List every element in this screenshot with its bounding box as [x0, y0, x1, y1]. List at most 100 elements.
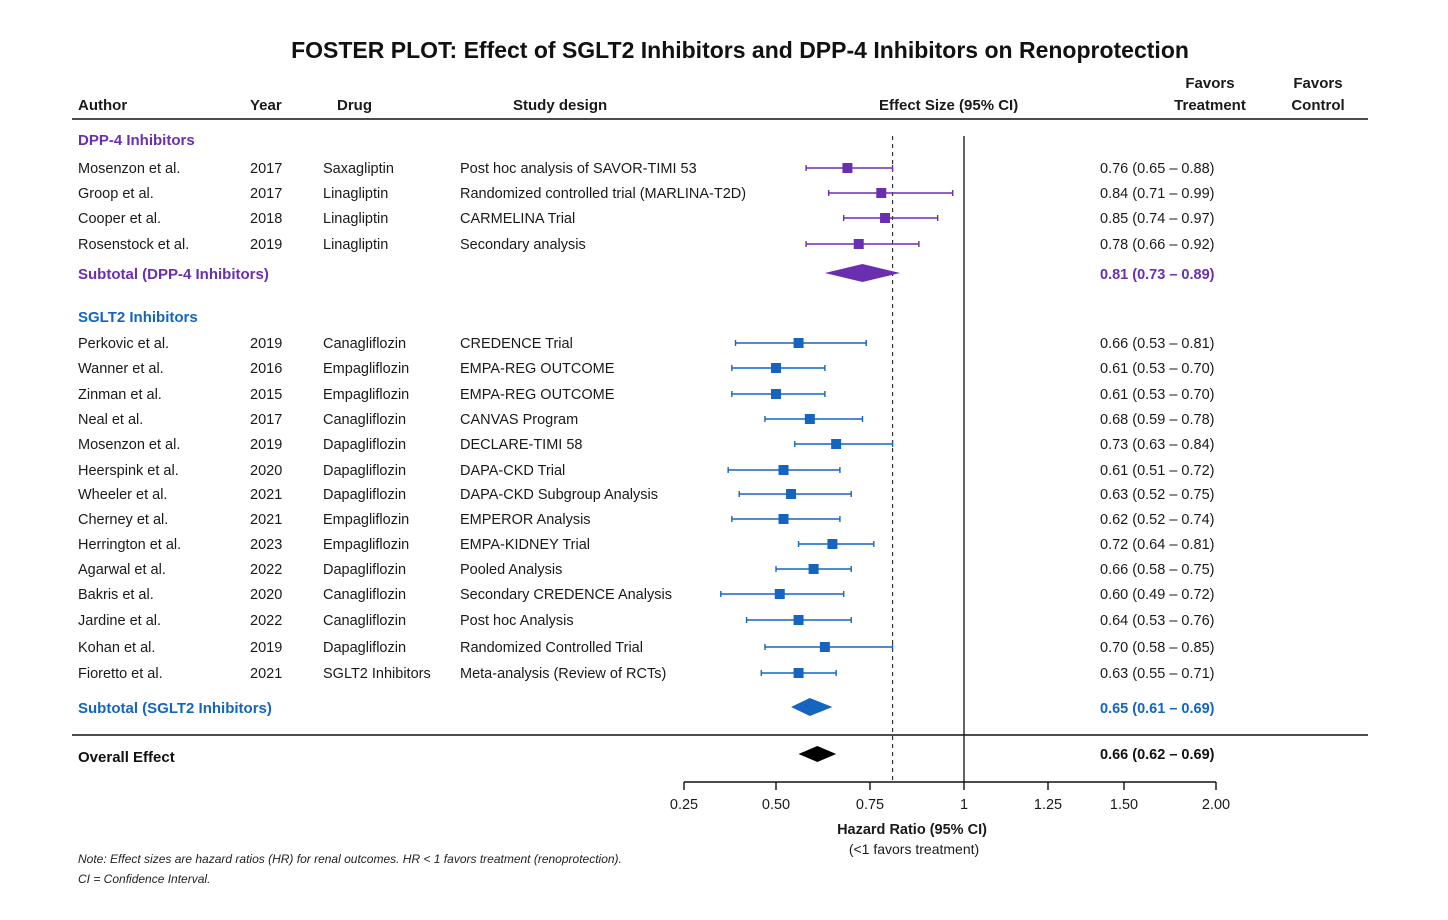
study-design: CANVAS Program: [460, 412, 578, 428]
study-author: Kohan et al.: [78, 640, 155, 656]
study-author: Neal et al.: [78, 412, 143, 428]
header-favors-treatment-2: Treatment: [1174, 97, 1246, 114]
study-effect-ci: 0.66 (0.53 – 0.81): [1100, 336, 1214, 352]
study-effect-ci: 0.61 (0.53 – 0.70): [1100, 387, 1214, 403]
study-design: CREDENCE Trial: [460, 336, 573, 352]
study-year: 2022: [250, 562, 282, 578]
study-drug: Canagliflozin: [323, 613, 406, 629]
study-author: Cherney et al.: [78, 512, 168, 528]
point-estimate-square: [808, 564, 819, 574]
study-year: 2018: [250, 211, 282, 227]
point-estimate-square: [778, 465, 789, 475]
study-author: Wanner et al.: [78, 361, 164, 377]
header-year: Year: [250, 97, 282, 114]
subtotal-diamond-sglt2: [791, 698, 833, 716]
study-effect-ci: 0.63 (0.55 – 0.71): [1100, 666, 1214, 682]
point-estimate-square: [774, 589, 785, 599]
study-year: 2020: [250, 587, 282, 603]
study-effect-ci: 0.78 (0.66 – 0.92): [1100, 237, 1214, 253]
study-drug: Dapagliflozin: [323, 437, 406, 453]
study-year: 2016: [250, 361, 282, 377]
overall-diamond: [798, 746, 837, 762]
point-estimate-square: [771, 389, 781, 399]
study-effect-ci: 0.64 (0.53 – 0.76): [1100, 613, 1214, 629]
x-tick-label: 2.00: [1202, 797, 1230, 813]
header-favors-control-1: Favors: [1293, 75, 1342, 92]
study-effect-ci: 0.62 (0.52 – 0.74): [1100, 512, 1214, 528]
header-favors-treatment-1: Favors: [1185, 75, 1234, 92]
study-effect-ci: 0.63 (0.52 – 0.75): [1100, 487, 1214, 503]
study-drug: Canagliflozin: [323, 412, 406, 428]
study-year: 2020: [250, 463, 282, 479]
point-estimate-square: [793, 615, 804, 625]
study-design: DAPA-CKD Trial: [460, 463, 565, 479]
study-effect-ci: 0.73 (0.63 – 0.84): [1100, 437, 1214, 453]
study-drug: Canagliflozin: [323, 336, 406, 352]
study-drug: Linagliptin: [323, 211, 388, 227]
study-year: 2017: [250, 186, 282, 202]
x-tick-label: 0.50: [762, 797, 790, 813]
study-author: Fioretto et al.: [78, 666, 163, 682]
x-tick-label: 1.50: [1110, 797, 1138, 813]
study-year: 2021: [250, 666, 282, 682]
study-drug: Dapagliflozin: [323, 562, 406, 578]
study-drug: Linagliptin: [323, 237, 388, 253]
study-design: Post hoc analysis of SAVOR-TIMI 53: [460, 161, 697, 177]
study-drug: Saxagliptin: [323, 161, 394, 177]
study-drug: Dapagliflozin: [323, 487, 406, 503]
study-author: Perkovic et al.: [78, 336, 169, 352]
x-tick-label: 0.75: [856, 797, 884, 813]
study-author: Heerspink et al.: [78, 463, 179, 479]
study-year: 2019: [250, 237, 282, 253]
chart-title: FOSTER PLOT: Effect of SGLT2 Inhibitors …: [291, 37, 1189, 63]
footnote-ci: CI = Confidence Interval.: [78, 872, 211, 886]
study-drug: Dapagliflozin: [323, 463, 406, 479]
study-design: EMPEROR Analysis: [460, 512, 591, 528]
study-year: 2021: [250, 512, 282, 528]
study-design: CARMELINA Trial: [460, 211, 575, 227]
study-author: Mosenzon et al.: [78, 161, 180, 177]
point-estimate-square: [880, 213, 891, 223]
study-design: Meta-analysis (Review of RCTs): [460, 666, 666, 682]
study-drug: Empagliflozin: [323, 387, 409, 403]
study-design: Secondary CREDENCE Analysis: [460, 587, 672, 603]
study-effect-ci: 0.85 (0.74 – 0.97): [1100, 211, 1214, 227]
x-axis-label: Hazard Ratio (95% CI): [837, 822, 987, 838]
study-author: Mosenzon et al.: [78, 437, 180, 453]
study-effect-ci: 0.61 (0.51 – 0.72): [1100, 463, 1214, 479]
study-drug: Canagliflozin: [323, 587, 406, 603]
point-estimate-square: [771, 363, 781, 373]
subtotal-label-dpp4: Subtotal (DPP-4 Inhibitors): [78, 266, 269, 283]
study-effect-ci: 0.68 (0.59 – 0.78): [1100, 412, 1214, 428]
point-estimate-square: [786, 489, 797, 499]
study-year: 2023: [250, 537, 282, 553]
study-effect-ci: 0.70 (0.58 – 0.85): [1100, 640, 1214, 656]
group-header-dpp4: DPP-4 Inhibitors: [78, 132, 195, 149]
study-author: Cooper et al.: [78, 211, 161, 227]
x-axis-sublabel: (<1 favors treatment): [849, 841, 979, 857]
study-year: 2017: [250, 412, 282, 428]
study-design: Randomized controlled trial (MARLINA-T2D…: [460, 186, 746, 202]
point-estimate-square: [842, 163, 853, 173]
study-year: 2019: [250, 336, 282, 352]
study-design: DAPA-CKD Subgroup Analysis: [460, 487, 658, 503]
study-year: 2015: [250, 387, 282, 403]
study-drug: Empagliflozin: [323, 512, 409, 528]
overall-effect-ci: 0.66 (0.62 – 0.69): [1100, 747, 1215, 763]
study-effect-ci: 0.72 (0.64 – 0.81): [1100, 537, 1214, 553]
header-favors-control-2: Control: [1291, 97, 1344, 114]
study-design: Pooled Analysis: [460, 562, 562, 578]
subtotal-effect-ci-sglt2: 0.65 (0.61 – 0.69): [1100, 701, 1215, 717]
study-design: EMPA-REG OUTCOME: [460, 361, 615, 377]
study-design: DECLARE-TIMI 58: [460, 437, 582, 453]
study-effect-ci: 0.66 (0.58 – 0.75): [1100, 562, 1214, 578]
study-drug: SGLT2 Inhibitors: [323, 666, 431, 682]
study-drug: Linagliptin: [323, 186, 388, 202]
study-drug: Empagliflozin: [323, 537, 409, 553]
study-author: Wheeler et al.: [78, 487, 167, 503]
study-drug: Dapagliflozin: [323, 640, 406, 656]
study-year: 2017: [250, 161, 282, 177]
study-design: Secondary analysis: [460, 237, 586, 253]
x-tick-label: 1: [960, 797, 968, 813]
study-effect-ci: 0.60 (0.49 – 0.72): [1100, 587, 1214, 603]
